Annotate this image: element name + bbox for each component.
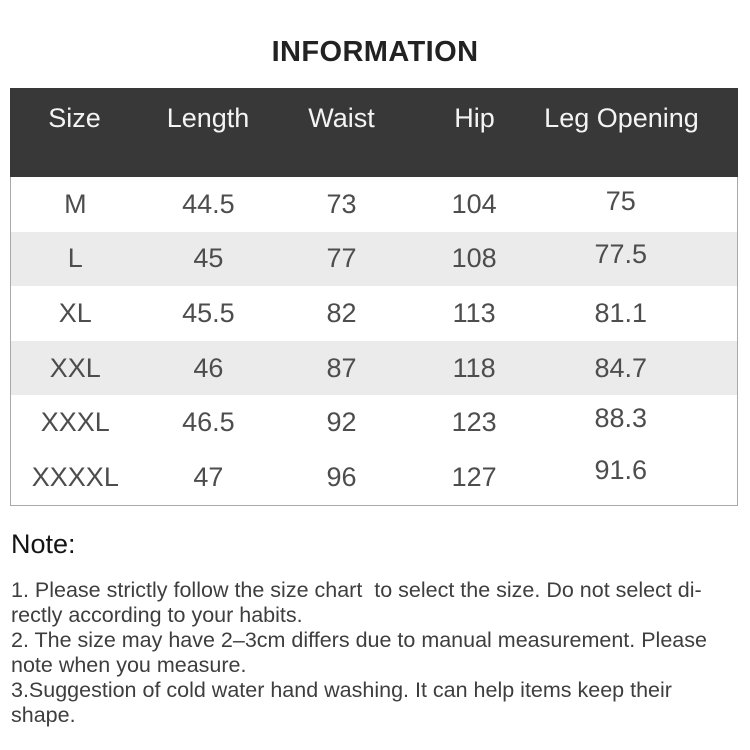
value-cell: 123 [451, 407, 497, 438]
size-cell: XXL [49, 352, 101, 383]
value-cell: 46 [193, 352, 224, 383]
size-cell: XL [58, 297, 92, 328]
size-chart-table: Size Length Waist Hip Leg Opening M 44.5 73 104… [10, 88, 738, 506]
size-cell: M [64, 188, 87, 219]
note-line: 3.Suggestion of cold water hand washing.… [11, 678, 672, 702]
value-cell: 44.5 [182, 188, 235, 219]
size-cell: XXXL [40, 407, 110, 438]
note-line: rectly according to your habits. [11, 603, 303, 627]
value-cell: 113 [452, 297, 496, 328]
value-cell: 88.3 [594, 403, 647, 434]
value-cell: 92 [326, 407, 357, 438]
value-cell: 81.1 [594, 297, 647, 328]
note-line: 1. Please strictly follow the size chart… [11, 578, 702, 602]
table-body: M 44.5 73 104 75 L 45 77 108 77.5 XL 45.5 82 113 81.1 X… [11, 177, 737, 505]
value-cell: 104 [451, 188, 497, 219]
table-row-l: L 45 77 108 77.5 [11, 231, 737, 287]
table-header-row: Size Length Waist Hip Leg Opening [10, 88, 738, 177]
value-cell: 46.5 [182, 407, 235, 438]
table-row-xl: XL 45.5 82 113 81.1 [11, 286, 737, 341]
column-header-leg-opening: Leg Opening [544, 103, 699, 133]
note-line: 2. The size may have 2–3cm differs due t… [11, 628, 707, 652]
table-row-xxxxl: XXXXL 47 96 127 91.6 [11, 450, 737, 505]
value-cell: 47 [193, 461, 224, 492]
value-cell: 127 [451, 461, 497, 492]
table-row-xxxl: XXXL 46.5 92 123 88.3 [11, 395, 737, 450]
value-cell: 82 [326, 297, 357, 328]
value-cell: 91.6 [594, 454, 647, 485]
value-cell: 84.7 [594, 352, 647, 383]
page-title: INFORMATION [271, 36, 479, 68]
value-cell: 73 [326, 188, 357, 219]
column-header-waist: Waist [308, 103, 375, 133]
value-cell: 108 [451, 243, 497, 274]
size-cell: XXXXL [31, 461, 119, 492]
table-row-m: M 44.5 73 104 75 [11, 177, 737, 232]
value-cell: 45 [193, 243, 224, 274]
size-cell: L [67, 243, 83, 274]
note-line: shape. [11, 703, 76, 727]
column-header-length: Length [166, 103, 250, 133]
value-cell: 118 [452, 352, 496, 383]
note-heading: Note: [11, 529, 76, 559]
column-header-size: Size [48, 103, 101, 133]
note-line: note when you measure. [11, 653, 247, 677]
value-cell: 77 [326, 243, 357, 274]
note-text: 1. Please strictly follow the size chart… [11, 578, 741, 728]
table-row-xxl: XXL 46 87 118 84.7 [11, 340, 737, 396]
value-cell: 77.5 [594, 239, 647, 270]
column-header-hip: Hip [454, 103, 495, 133]
value-cell: 75 [605, 185, 636, 216]
value-cell: 45.5 [182, 297, 235, 328]
value-cell: 87 [326, 352, 357, 383]
value-cell: 96 [326, 461, 357, 492]
